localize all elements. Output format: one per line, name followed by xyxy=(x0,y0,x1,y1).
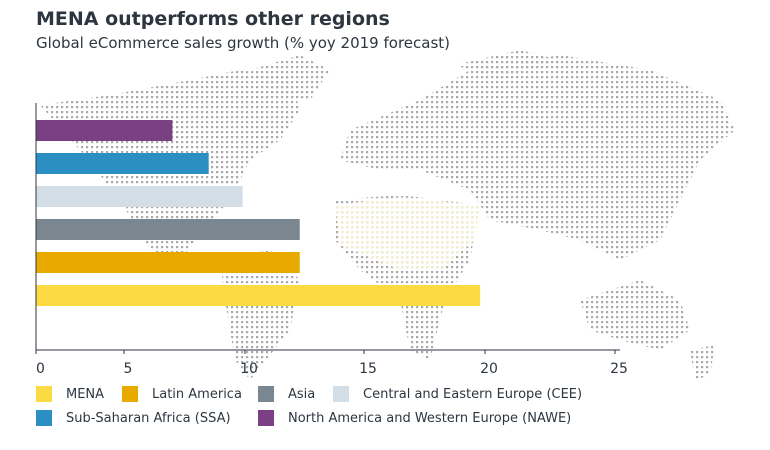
x-tick-label: 0 xyxy=(36,361,45,377)
x-tick-label: 5 xyxy=(124,361,133,377)
chart-subtitle: Global eCommerce sales growth (% yoy 201… xyxy=(36,34,451,52)
legend-item: MENA xyxy=(36,386,104,402)
x-tick-label: 15 xyxy=(359,361,377,377)
bar-4 xyxy=(36,252,300,273)
legend-swatch xyxy=(258,410,274,426)
world-map-background xyxy=(40,50,735,380)
legend-label: North America and Western Europe (NAWE) xyxy=(288,410,572,426)
legend-swatch xyxy=(122,386,138,402)
legend-swatch xyxy=(258,386,274,402)
legend-swatch xyxy=(333,386,349,402)
legend-label: Sub-Saharan Africa (SSA) xyxy=(66,410,231,426)
legend-label: Central and Eastern Europe (CEE) xyxy=(363,386,583,402)
legend-label: Latin America xyxy=(152,386,242,402)
legend-swatch xyxy=(36,410,52,426)
x-tick-label: 10 xyxy=(240,361,258,377)
legend-item: Asia xyxy=(258,386,315,402)
legend-item: Latin America xyxy=(122,386,242,402)
legend-swatch xyxy=(36,386,52,402)
bar-5 xyxy=(36,285,481,306)
legend-item: North America and Western Europe (NAWE) xyxy=(258,410,571,426)
legend-item: Central and Eastern Europe (CEE) xyxy=(333,386,582,402)
bar-0 xyxy=(36,120,173,141)
legend-label: MENA xyxy=(66,386,105,402)
bar-3 xyxy=(36,219,300,240)
legend-label: Asia xyxy=(288,386,316,402)
x-tick-label: 20 xyxy=(480,361,498,377)
bar-1 xyxy=(36,153,209,174)
x-tick-label: 25 xyxy=(610,361,628,377)
bar-2 xyxy=(36,186,243,207)
legend-item: Sub-Saharan Africa (SSA) xyxy=(36,410,231,426)
chart-title: MENA outperforms other regions xyxy=(36,8,390,30)
x-axis: 0 5 10 15 20 25 xyxy=(35,103,628,377)
